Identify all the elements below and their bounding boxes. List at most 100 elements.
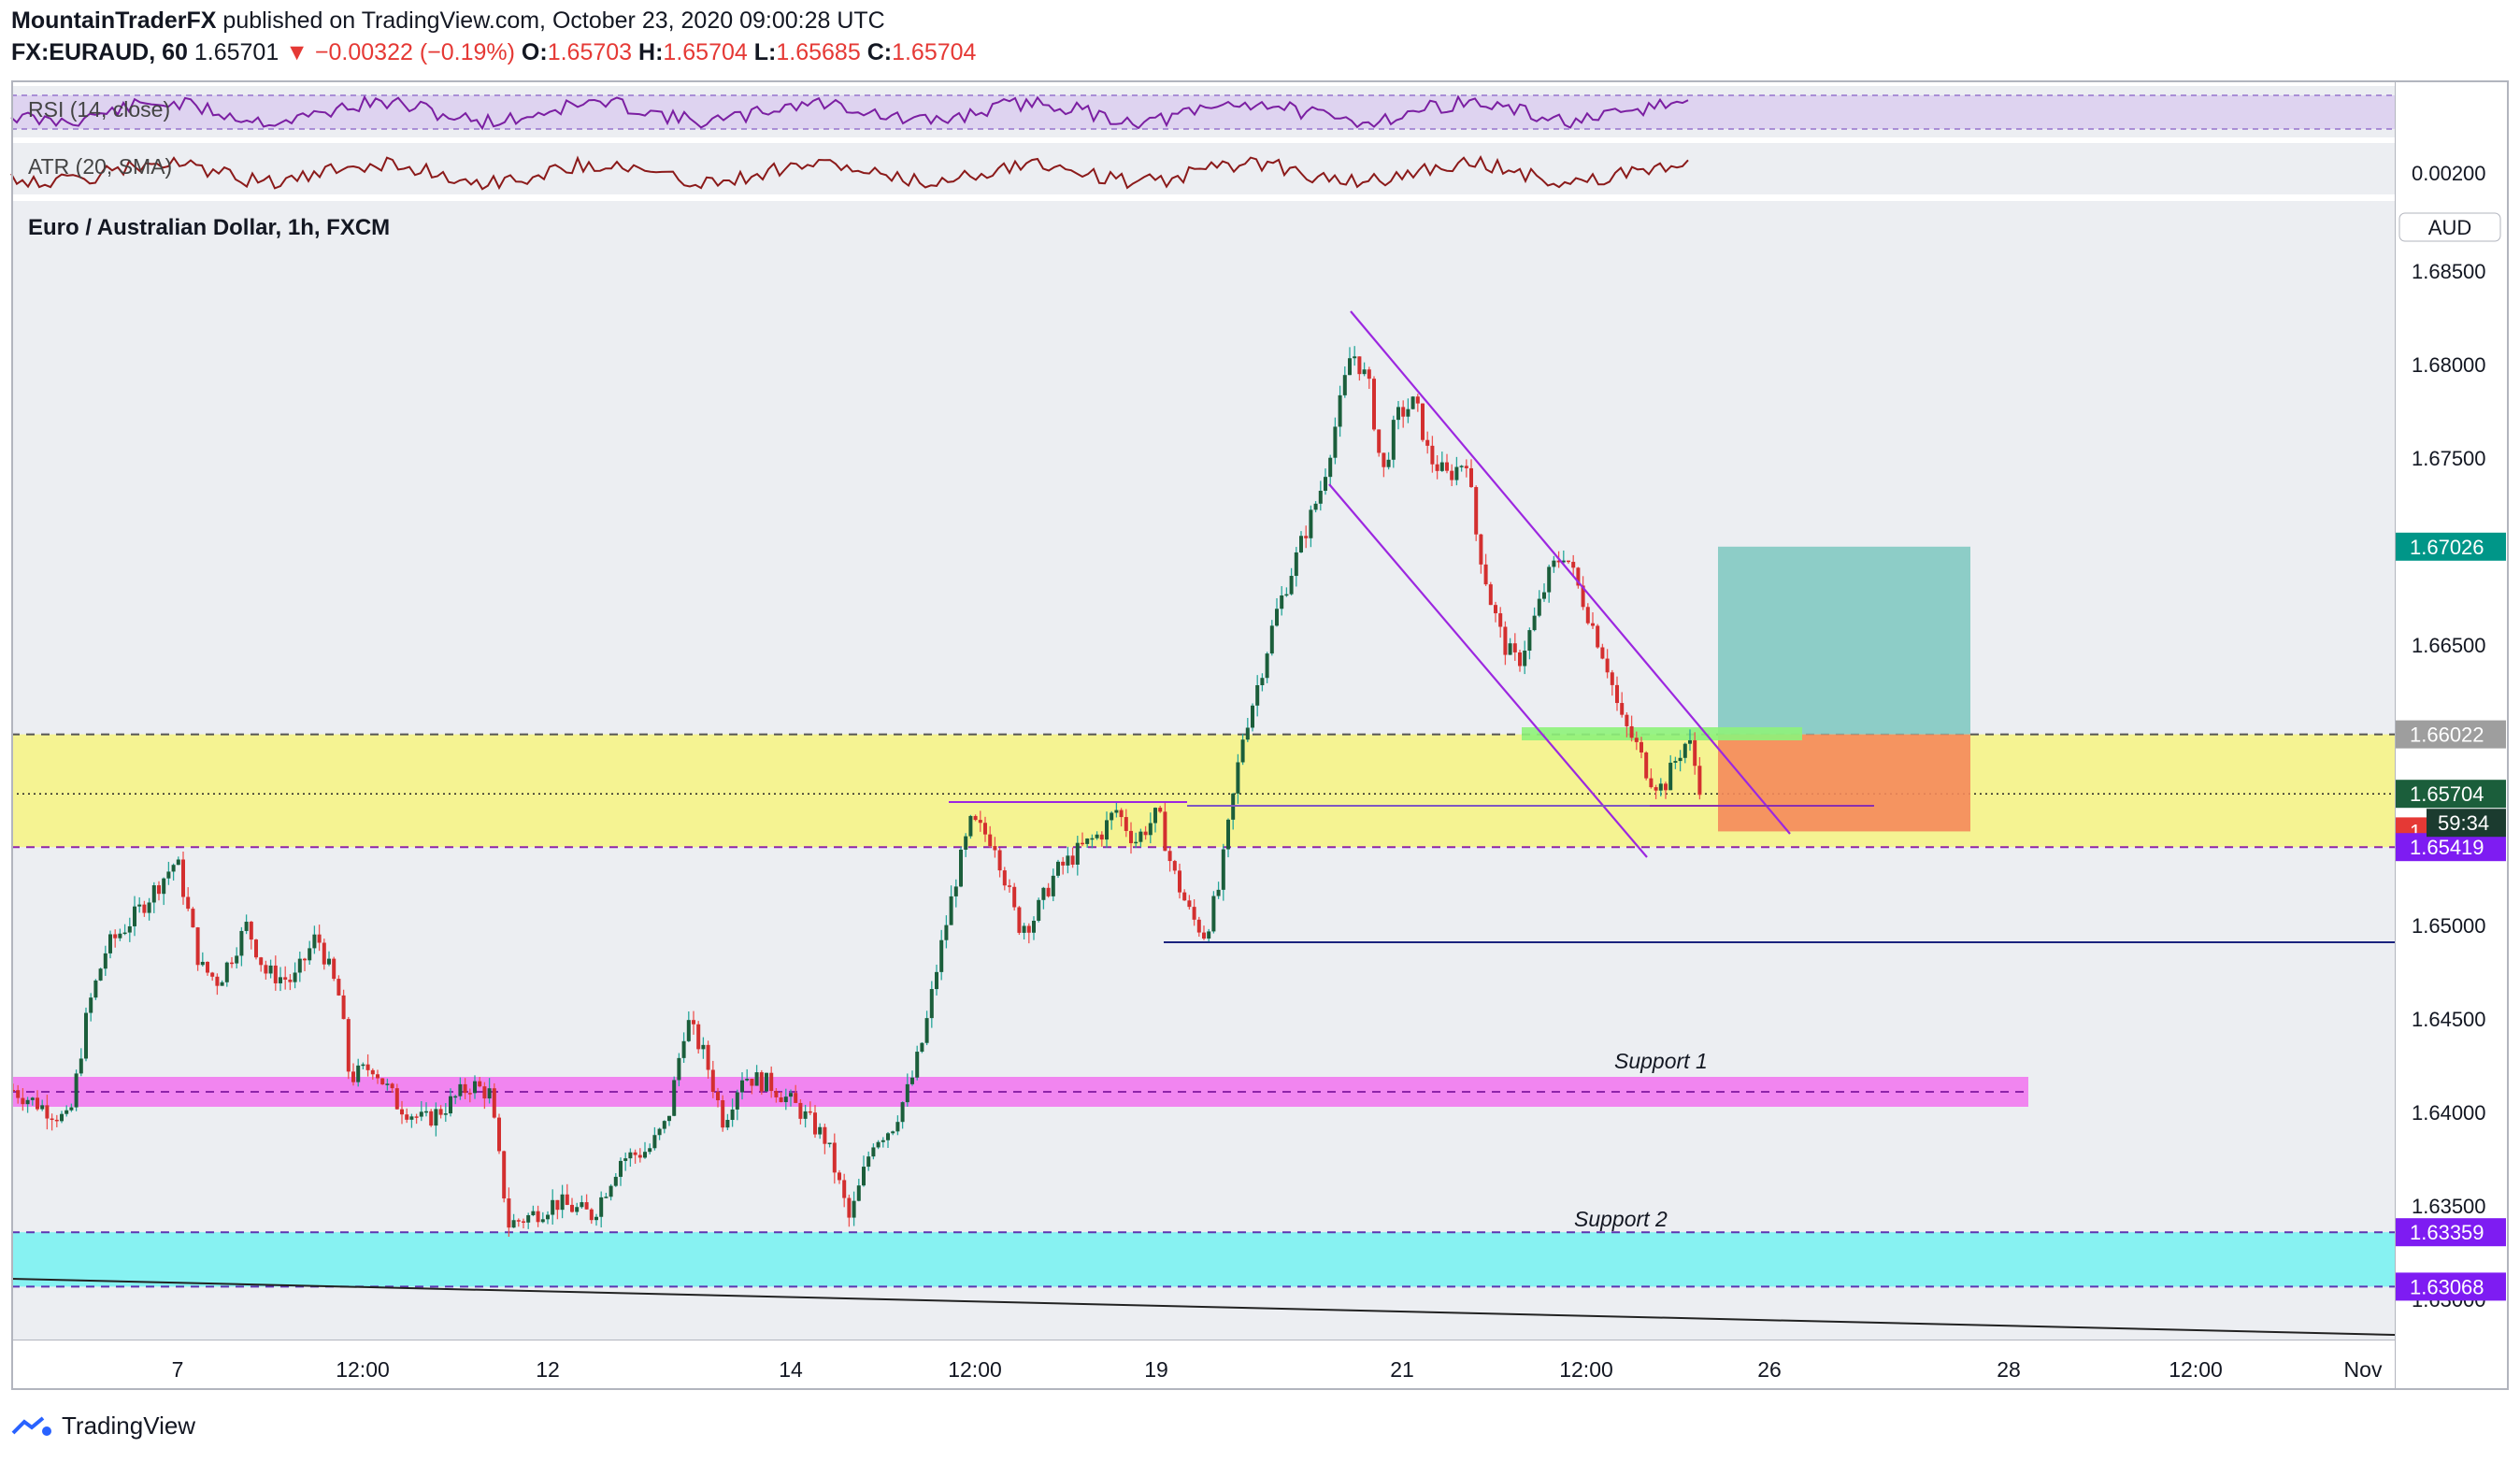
- candle-body: [1581, 585, 1585, 608]
- candle-body: [1255, 685, 1260, 706]
- candle-body: [1391, 420, 1396, 460]
- candle-body: [604, 1197, 609, 1198]
- candle-body: [915, 1052, 920, 1078]
- candle-body: [385, 1083, 390, 1085]
- candle-body: [1041, 887, 1046, 900]
- candle-body: [414, 1116, 419, 1118]
- candle-body: [200, 961, 205, 966]
- rsi-label[interactable]: RSI (14, close): [28, 97, 171, 122]
- candle-body: [1518, 652, 1522, 666]
- candle-body: [79, 1058, 83, 1074]
- candle-body: [482, 1086, 487, 1099]
- candle-body: [1269, 625, 1274, 654]
- atr-label[interactable]: ATR (20, SMA): [28, 154, 173, 179]
- candle-body: [633, 1152, 637, 1155]
- candle-body: [1357, 356, 1362, 375]
- candle-body: [166, 871, 171, 879]
- x-tick-label: 14: [779, 1357, 803, 1382]
- time-axis[interactable]: [11, 1340, 2395, 1391]
- candle-body: [1202, 932, 1206, 939]
- axis-labels-layer: 1.68500 1.68000 1.67500 1.66500 1.65000 1.645…: [172, 162, 2506, 1382]
- price-badge-bg: [2396, 720, 2506, 749]
- candle-body: [672, 1080, 677, 1116]
- candle-body: [1095, 834, 1099, 838]
- candle-body: [1138, 831, 1143, 842]
- candle-body: [580, 1202, 584, 1208]
- candle-body: [551, 1199, 555, 1215]
- candle-body: [1629, 725, 1634, 738]
- candle-body: [637, 1154, 642, 1158]
- candle-body: [584, 1202, 589, 1210]
- candle-body: [98, 968, 103, 981]
- candle-body: [1576, 567, 1581, 586]
- candle-body: [905, 1083, 909, 1103]
- y-tick-label: 1.64000: [2412, 1101, 2486, 1125]
- candle-body: [64, 1110, 69, 1114]
- candle-body: [1265, 653, 1269, 679]
- x-tick-label: 21: [1390, 1357, 1414, 1382]
- candle-body: [1396, 407, 1400, 421]
- rsi-line: [10, 94, 1689, 131]
- candle-body: [1148, 823, 1153, 836]
- author-name[interactable]: MountainTraderFX: [11, 7, 217, 34]
- candle-body: [823, 1126, 827, 1144]
- candle-body: [405, 1114, 409, 1120]
- candle-body: [191, 909, 195, 928]
- candle-body: [1110, 812, 1114, 821]
- x-tick-label: 26: [1757, 1357, 1782, 1382]
- candle-body: [36, 1097, 39, 1110]
- candle-body: [1488, 584, 1493, 606]
- channel-lower-line: [1328, 483, 1648, 858]
- candle-body: [239, 930, 244, 956]
- candle-body: [312, 934, 317, 949]
- tradingview-footer[interactable]: TradingView: [11, 1412, 195, 1440]
- candle-body: [400, 1109, 404, 1115]
- candle-body: [1454, 466, 1459, 480]
- candle-body: [297, 958, 302, 973]
- candle-body: [303, 958, 307, 961]
- candle-body: [1032, 920, 1036, 933]
- candle-body: [424, 1111, 428, 1113]
- x-tick-label: 28: [1997, 1357, 2021, 1382]
- candle-body: [497, 1117, 501, 1152]
- candles-layer: [11, 346, 1702, 1237]
- candle-body: [1425, 439, 1430, 446]
- candle-body: [1105, 820, 1109, 840]
- candle-body: [230, 962, 234, 965]
- high-label: H:: [638, 39, 664, 65]
- candle-body: [1275, 609, 1279, 626]
- candle-body: [438, 1109, 443, 1115]
- candle-body: [692, 1020, 695, 1025]
- candle-body: [171, 865, 176, 872]
- x-tick-label: 12: [536, 1357, 560, 1382]
- symbol-label[interactable]: FX:EURAUD, 60: [11, 39, 188, 65]
- candle-body: [1284, 594, 1289, 596]
- candle-body: [978, 820, 982, 824]
- x-tick-label: 12:00: [948, 1357, 1002, 1382]
- candle-body: [1372, 379, 1376, 430]
- candle-body: [365, 1064, 370, 1070]
- candle-body: [997, 850, 1002, 871]
- candle-body: [871, 1147, 876, 1157]
- indicator-lines-layer: [10, 94, 2395, 191]
- candle-body: [560, 1194, 565, 1211]
- candle-body: [1353, 356, 1357, 359]
- candle-body: [1051, 875, 1055, 896]
- candle-body: [1596, 625, 1600, 648]
- candle-body: [1693, 739, 1697, 767]
- publish-header: MountainTraderFX published on TradingVie…: [11, 7, 885, 35]
- currency-label: AUD: [2428, 216, 2471, 239]
- candle-body: [1620, 703, 1625, 715]
- candle-body: [1668, 762, 1673, 791]
- candle-body: [667, 1115, 671, 1122]
- candle-body: [380, 1078, 385, 1085]
- support-2-zone: [11, 1232, 2395, 1287]
- x-tick-label: 7: [172, 1357, 184, 1382]
- price-badge: 1.65704: [2410, 782, 2484, 806]
- candle-body: [589, 1209, 594, 1221]
- candle-body: [1367, 369, 1371, 380]
- candle-body: [1406, 408, 1410, 417]
- candle-body: [1591, 623, 1595, 626]
- price-badge-bg: [2396, 1272, 2506, 1301]
